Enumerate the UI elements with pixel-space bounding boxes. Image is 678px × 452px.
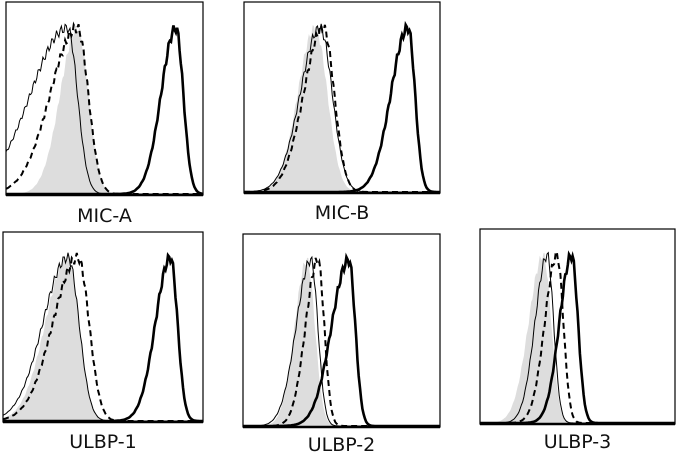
histogram-panel-mic-b: MIC-B: [243, 1, 441, 224]
series-thick: [243, 252, 440, 428]
series-thick: [6, 25, 204, 196]
histogram-panel-ulbp-2: ULBP-2: [242, 233, 441, 452]
series-thick: [480, 250, 675, 425]
series-dashed: [480, 248, 675, 424]
panel-label: MIC-B: [315, 202, 369, 224]
series-filled-gray: [480, 253, 675, 424]
series-filled-gray: [243, 257, 440, 427]
histogram-panel-ulbp-3: ULBP-3: [479, 228, 676, 452]
histogram-panel-ulbp-1: ULBP-1: [2, 231, 204, 452]
series-filled-gray: [244, 25, 440, 194]
panel-label: ULBP-3: [544, 431, 612, 452]
series-thin: [480, 251, 675, 424]
series-thick: [244, 20, 440, 194]
series-filled-gray: [6, 25, 203, 196]
panel-label: MIC-A: [77, 205, 132, 227]
series-dashed: [5, 21, 203, 195]
plot-frame: [242, 233, 441, 428]
series-thin: [5, 23, 203, 195]
series-filled-gray: [3, 254, 203, 422]
panel-label: ULBP-1: [69, 431, 137, 452]
histogram-panel-mic-a: MIC-A: [5, 1, 204, 227]
panel-label: ULBP-2: [308, 434, 376, 452]
